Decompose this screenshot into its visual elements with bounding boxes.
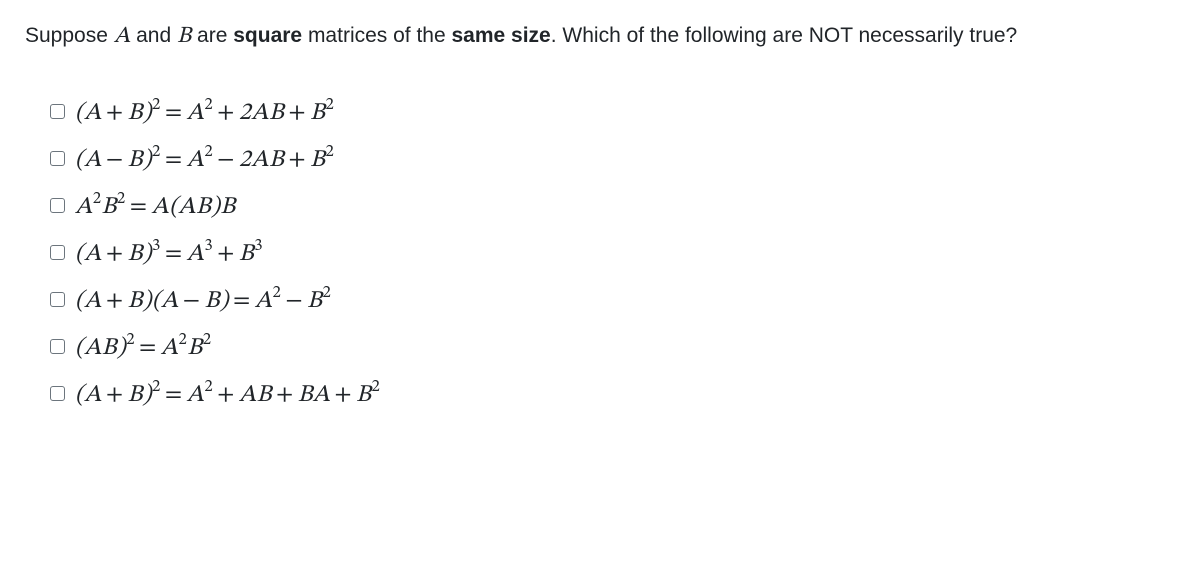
option-6[interactable]: (AB)2=A2B2 xyxy=(50,330,1175,363)
question-mid2: are xyxy=(191,24,233,47)
option-7[interactable]: (A+B)2=A2+AB+BA+B2 xyxy=(50,377,1175,410)
question-bold2: same size xyxy=(452,24,551,47)
checkbox-icon[interactable] xyxy=(50,292,65,307)
question-bold1: square xyxy=(233,24,302,47)
formula-1: (A+B)2=A2+2AB+B2 xyxy=(75,95,334,128)
options-list: (A+B)2=A2+2AB+B2 (A−B)2=A2−2AB+B2 A2B2=A… xyxy=(25,95,1175,410)
checkbox-icon[interactable] xyxy=(50,151,65,166)
formula-4: (A+B)3=A3+B3 xyxy=(75,236,263,269)
formula-7: (A+B)2=A2+AB+BA+B2 xyxy=(75,377,380,410)
option-1[interactable]: (A+B)2=A2+2AB+B2 xyxy=(50,95,1175,128)
checkbox-icon[interactable] xyxy=(50,339,65,354)
formula-5: (A+B)(A−B)=A2−B2 xyxy=(75,283,331,316)
checkbox-icon[interactable] xyxy=(50,104,65,119)
option-4[interactable]: (A+B)3=A3+B3 xyxy=(50,236,1175,269)
question-suffix: . Which of the following are NOT necessa… xyxy=(551,24,1017,47)
option-3[interactable]: A2B2=A(AB)B xyxy=(50,189,1175,222)
variable-b: B xyxy=(177,25,191,48)
option-5[interactable]: (A+B)(A−B)=A2−B2 xyxy=(50,283,1175,316)
checkbox-icon[interactable] xyxy=(50,198,65,213)
question-prefix: Suppose xyxy=(25,24,114,47)
formula-6: (AB)2=A2B2 xyxy=(75,330,212,363)
formula-3: A2B2=A(AB)B xyxy=(75,189,236,222)
option-2[interactable]: (A−B)2=A2−2AB+B2 xyxy=(50,142,1175,175)
formula-2: (A−B)2=A2−2AB+B2 xyxy=(75,142,334,175)
question-mid1: and xyxy=(130,24,177,47)
checkbox-icon[interactable] xyxy=(50,245,65,260)
variable-a: A xyxy=(114,25,131,48)
checkbox-icon[interactable] xyxy=(50,386,65,401)
question-text: Suppose A and B are square matrices of t… xyxy=(25,20,1175,55)
question-mid3: matrices of the xyxy=(302,24,451,47)
